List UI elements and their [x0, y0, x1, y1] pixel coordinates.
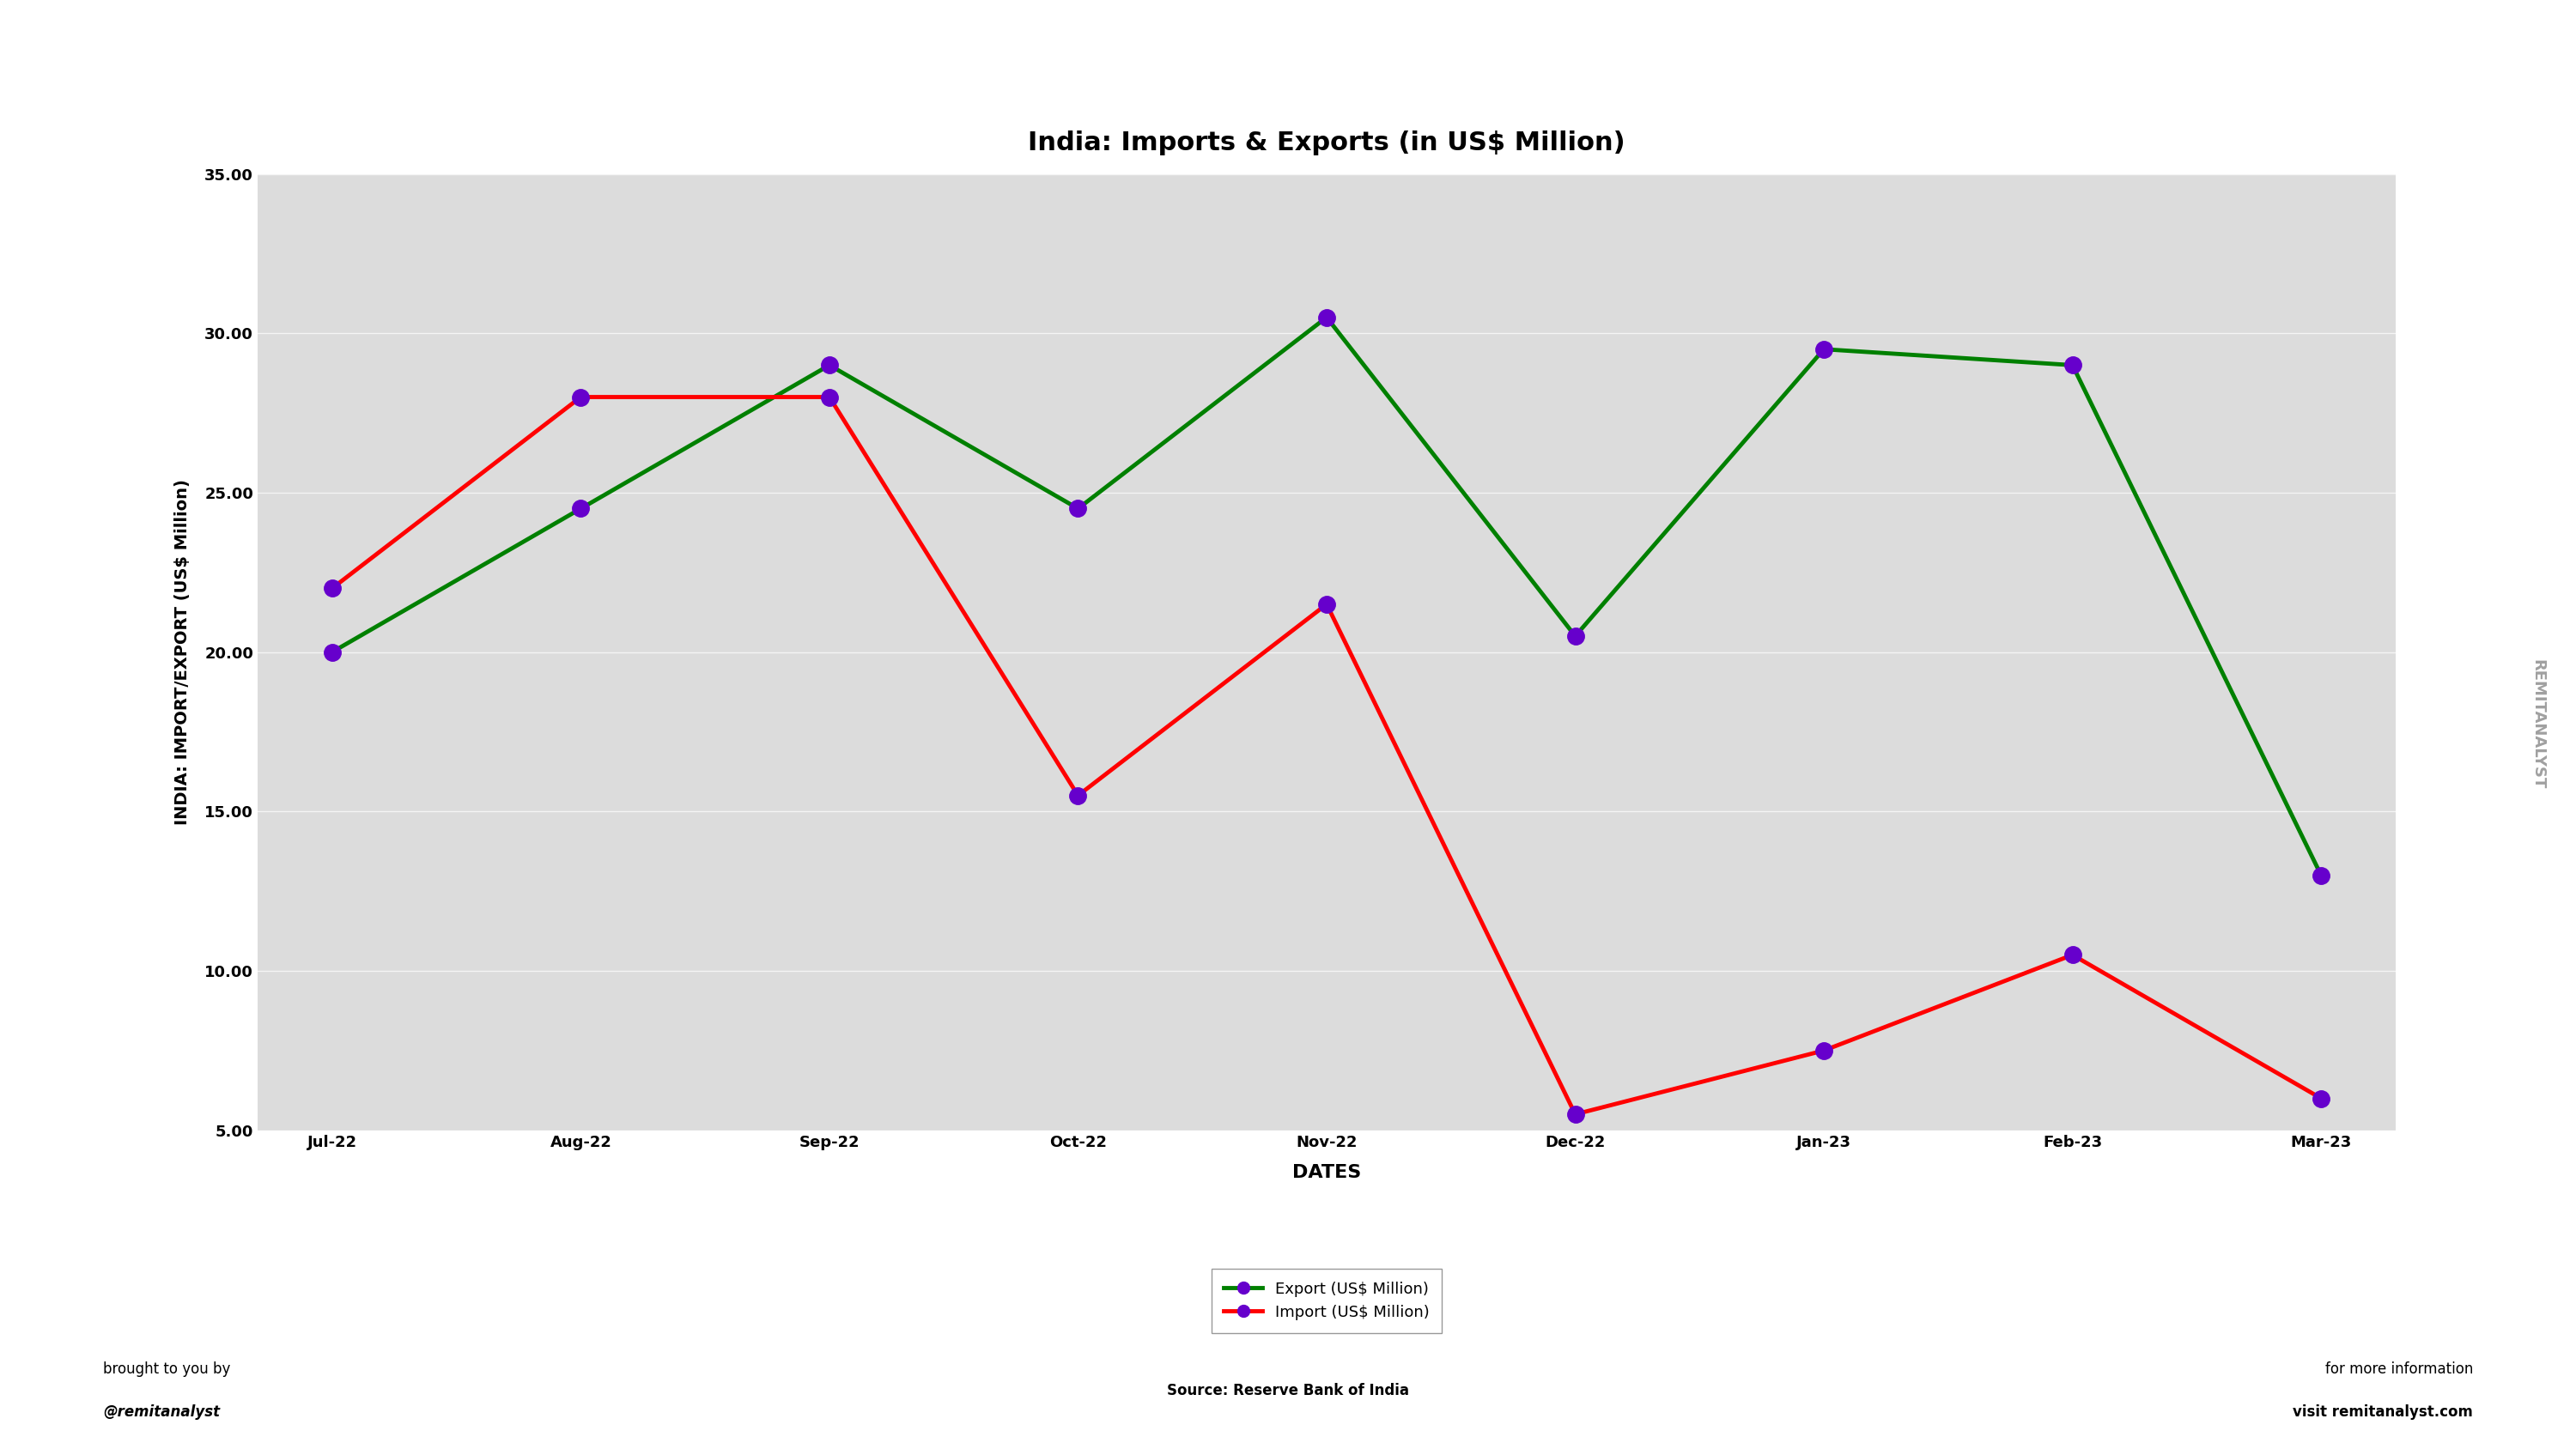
Export (US$ Million)	[1561, 627, 1592, 645]
Export (US$ Million)	[1311, 309, 1342, 326]
Import (US$ Million)	[1311, 596, 1342, 613]
Text: REMITANALYST: REMITANALYST	[2530, 659, 2545, 790]
Export (US$ Million)	[1808, 341, 1839, 358]
Export (US$ Million)	[317, 643, 348, 661]
Text: for more information: for more information	[2326, 1361, 2473, 1377]
Import (US$ Million)	[1061, 787, 1092, 804]
Import (US$ Million)	[2058, 946, 2089, 964]
Export (US$ Million)	[2306, 867, 2336, 884]
Import (US$ Million)	[2306, 1090, 2336, 1107]
Export (US$ Million)	[814, 356, 845, 374]
Import (US$ Million)	[1808, 1042, 1839, 1059]
Export (US$ Million)	[564, 500, 595, 517]
Text: @remitanalyst: @remitanalyst	[103, 1404, 219, 1420]
Import (US$ Million)	[564, 388, 595, 406]
Line: Import (US$ Million): Import (US$ Million)	[325, 388, 2329, 1123]
Export (US$ Million)	[1061, 500, 1092, 517]
Export (US$ Million)	[2058, 356, 2089, 374]
Title: India: Imports & Exports (in US$ Million): India: Imports & Exports (in US$ Million…	[1028, 130, 1625, 155]
Legend: Export (US$ Million), Import (US$ Million): Export (US$ Million), Import (US$ Millio…	[1211, 1269, 1443, 1333]
Import (US$ Million)	[814, 388, 845, 406]
Import (US$ Million)	[317, 580, 348, 597]
Text: Source: Reserve Bank of India: Source: Reserve Bank of India	[1167, 1382, 1409, 1398]
Text: visit remitanalyst.com: visit remitanalyst.com	[2293, 1404, 2473, 1420]
X-axis label: DATES: DATES	[1293, 1164, 1360, 1181]
Import (US$ Million)	[1561, 1106, 1592, 1123]
Text: brought to you by: brought to you by	[103, 1361, 229, 1377]
Line: Export (US$ Million): Export (US$ Million)	[325, 309, 2329, 884]
Y-axis label: INDIA: IMPORT/EXPORT (US$ Million): INDIA: IMPORT/EXPORT (US$ Million)	[175, 480, 191, 824]
